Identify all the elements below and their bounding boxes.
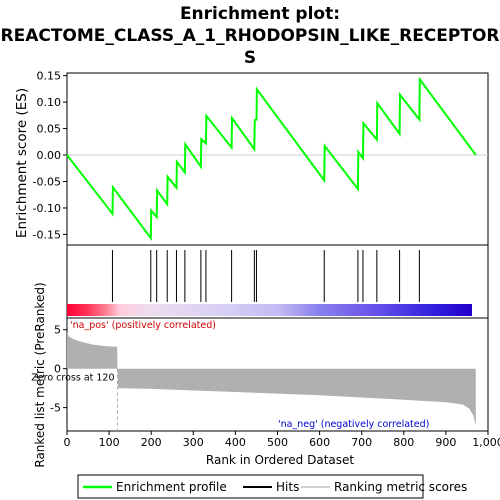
chart-title-line2: REACTOME_CLASS_A_1_RHODOPSIN_LIKE_RECEPT… (0, 26, 499, 46)
x-tick-label: 500 (267, 436, 288, 449)
metric-y-tick-label: 0 (54, 363, 61, 376)
x-tick-label: 900 (435, 436, 456, 449)
metric-y-tick-label: -5 (50, 402, 61, 415)
metric-y-tick-label: 5 (54, 324, 61, 337)
x-axis-label: Rank in Ordered Dataset (206, 453, 354, 467)
x-tick-label: 200 (141, 436, 162, 449)
neg-correlated-label: 'na_neg' (negatively correlated) (278, 419, 429, 430)
rank-heatmap-bar (67, 304, 472, 316)
es-panel-frame (66, 72, 489, 246)
es-y-tick-label: -0.15 (33, 228, 61, 241)
legend-profile-label: Enrichment profile (116, 480, 227, 494)
x-tick-label: 600 (309, 436, 330, 449)
es-y-tick-label: 0.05 (37, 123, 62, 136)
x-tick-label: 1,000 (472, 436, 500, 449)
x-tick-label: 100 (99, 436, 120, 449)
chart-title-line3: S (244, 48, 256, 68)
metric-y-axis-label: Ranked list metric (PreRanked) (33, 282, 47, 467)
es-y-tick-label: 0.10 (37, 96, 62, 109)
ranking-metric-area (67, 332, 476, 426)
x-axis: 0 100 200 300 400 500 600 700 800 900 1,000 (64, 431, 500, 449)
x-tick-label: 700 (351, 436, 372, 449)
enrichment-profile-line (66, 76, 477, 242)
x-tick-label: 0 (64, 436, 71, 449)
es-y-tick-label: 0.00 (37, 149, 62, 162)
x-tick-label: 400 (225, 436, 246, 449)
metric-y-axis: -5 0 5 (50, 324, 67, 415)
es-y-tick-label: 0.15 (37, 70, 62, 83)
chart-title-line1: Enrichment plot: (180, 4, 340, 24)
zero-cross-label: Zero cross at 120 (31, 373, 114, 384)
es-y-axis-label: Enrichment score (ES) (14, 88, 30, 238)
hits-markers (111, 250, 420, 302)
x-tick-label: 800 (393, 436, 414, 449)
es-y-axis: -0.15 -0.10 -0.05 0.00 0.05 0.10 0.15 (33, 70, 488, 241)
legend-hits-label: Hits (276, 480, 299, 494)
es-y-tick-label: -0.05 (33, 175, 61, 188)
es-y-tick-label: -0.10 (33, 202, 61, 215)
legend-metric-label: Ranking metric scores (334, 480, 467, 494)
x-tick-label: 300 (183, 436, 204, 449)
pos-correlated-label: 'na_pos' (positively correlated) (70, 320, 216, 331)
